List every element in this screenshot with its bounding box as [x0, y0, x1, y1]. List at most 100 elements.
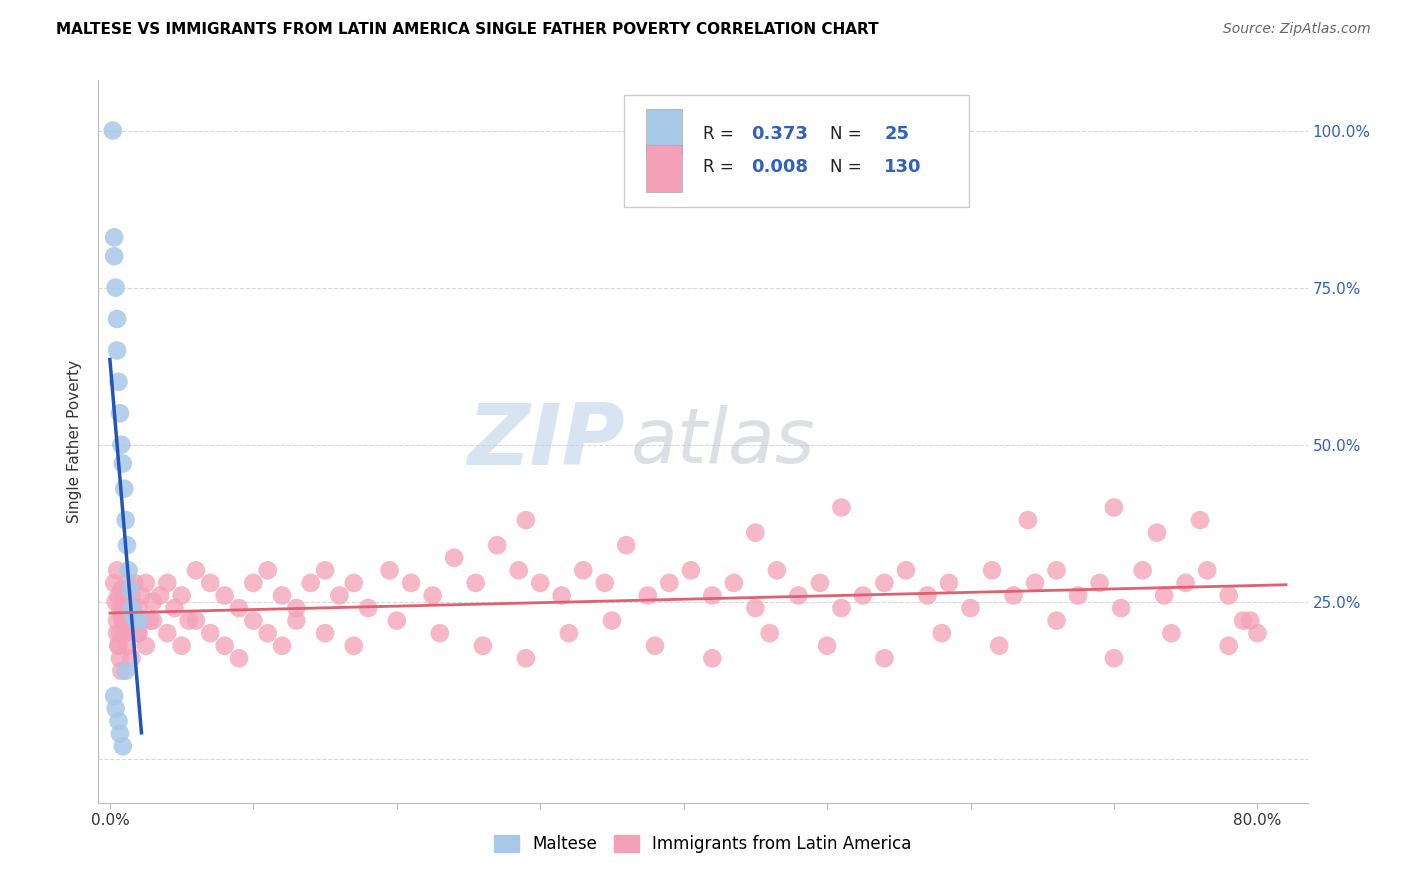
Text: MALTESE VS IMMIGRANTS FROM LATIN AMERICA SINGLE FATHER POVERTY CORRELATION CHART: MALTESE VS IMMIGRANTS FROM LATIN AMERICA…	[56, 22, 879, 37]
Point	[108, 651, 131, 665]
Point	[214, 589, 236, 603]
Point	[118, 582, 141, 597]
Point	[572, 563, 595, 577]
Point	[271, 639, 294, 653]
Point	[299, 575, 322, 590]
Point	[156, 575, 179, 590]
Point	[108, 626, 131, 640]
Point	[1246, 626, 1268, 640]
Point	[101, 123, 124, 137]
Point	[702, 651, 724, 665]
Point	[1088, 575, 1111, 590]
Point	[114, 614, 136, 628]
Point	[256, 626, 278, 640]
Point	[385, 614, 408, 628]
Point	[112, 626, 135, 640]
Point	[1197, 563, 1219, 577]
Point	[111, 457, 134, 471]
Point	[988, 639, 1011, 653]
Point	[515, 651, 537, 665]
Point	[114, 664, 136, 678]
Point	[121, 607, 143, 622]
Point	[357, 601, 380, 615]
Legend: Maltese, Immigrants from Latin America: Maltese, Immigrants from Latin America	[488, 828, 918, 860]
Point	[110, 607, 132, 622]
Point	[959, 601, 981, 615]
Point	[120, 589, 142, 603]
Point	[343, 575, 366, 590]
Point	[131, 589, 153, 603]
Point	[558, 626, 581, 640]
Point	[139, 614, 162, 628]
Point	[118, 614, 141, 628]
Text: R =: R =	[703, 126, 734, 144]
Point	[1024, 575, 1046, 590]
Text: N =: N =	[830, 126, 862, 144]
Point	[285, 601, 308, 615]
Point	[108, 406, 131, 420]
Text: 0.373: 0.373	[751, 126, 808, 144]
Bar	[647, 109, 682, 156]
Point	[112, 482, 135, 496]
Point	[486, 538, 509, 552]
Point	[124, 575, 146, 590]
Point	[242, 575, 264, 590]
Point	[110, 582, 132, 597]
Point	[115, 639, 138, 653]
Point	[107, 639, 129, 653]
Point	[142, 614, 165, 628]
Point	[170, 589, 193, 603]
Point	[551, 589, 574, 603]
Point	[314, 563, 336, 577]
Point	[471, 639, 494, 653]
Point	[1239, 614, 1261, 628]
Point	[214, 639, 236, 653]
Point	[128, 626, 150, 640]
Point	[600, 614, 623, 628]
Point	[938, 575, 960, 590]
Point	[184, 614, 207, 628]
Point	[184, 563, 207, 577]
Point	[981, 563, 1004, 577]
Point	[894, 563, 917, 577]
Point	[228, 651, 250, 665]
Point	[111, 614, 134, 628]
Point	[112, 601, 135, 615]
Point	[637, 589, 659, 603]
Point	[593, 575, 616, 590]
Point	[117, 563, 139, 577]
Point	[107, 589, 129, 603]
Point	[107, 375, 129, 389]
Point	[112, 626, 135, 640]
Point	[115, 538, 138, 552]
Point	[1067, 589, 1090, 603]
Point	[815, 639, 838, 653]
Point	[328, 589, 350, 603]
Point	[1153, 589, 1175, 603]
Point	[156, 626, 179, 640]
Point	[1017, 513, 1039, 527]
Point	[200, 575, 222, 590]
Point	[917, 589, 939, 603]
Point	[931, 626, 953, 640]
Text: R =: R =	[703, 158, 734, 176]
Point	[125, 614, 148, 628]
Point	[644, 639, 666, 653]
Point	[1109, 601, 1132, 615]
Point	[830, 601, 852, 615]
Point	[758, 626, 780, 640]
Point	[744, 525, 766, 540]
Point	[111, 614, 134, 628]
Text: atlas: atlas	[630, 405, 815, 478]
Point	[107, 639, 129, 653]
Text: Source: ZipAtlas.com: Source: ZipAtlas.com	[1223, 22, 1371, 37]
Point	[103, 230, 125, 244]
Point	[120, 601, 142, 615]
Point	[1218, 639, 1240, 653]
Point	[1102, 651, 1125, 665]
Point	[679, 563, 702, 577]
Point	[149, 589, 172, 603]
Point	[114, 589, 136, 603]
Point	[163, 601, 186, 615]
Point	[135, 639, 157, 653]
